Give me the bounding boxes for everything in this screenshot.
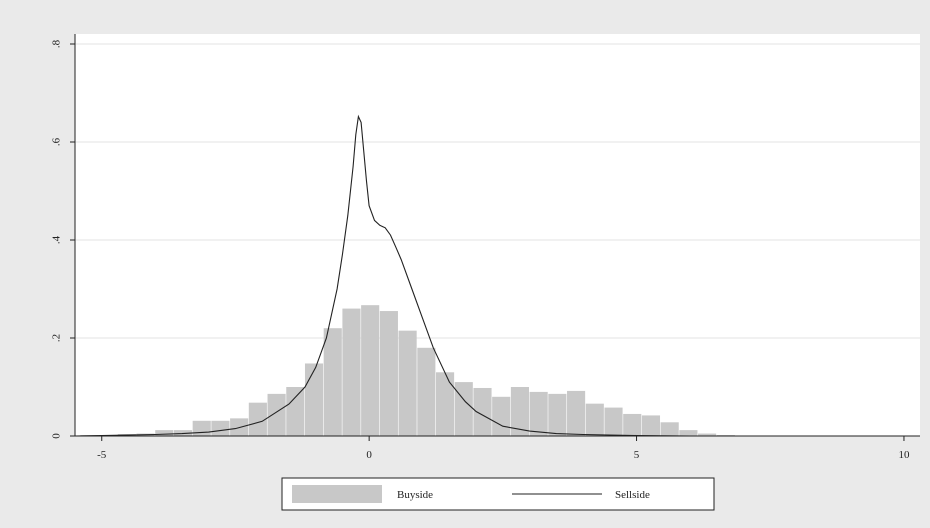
x-tick-label: 0 xyxy=(366,449,372,461)
histogram-bar xyxy=(342,308,361,436)
histogram-bar xyxy=(304,363,324,436)
histogram-bar xyxy=(641,415,661,436)
histogram-bar xyxy=(398,330,417,436)
histogram-bar xyxy=(454,382,473,436)
y-tick-label: .2 xyxy=(51,334,63,342)
histogram-bar xyxy=(604,407,623,436)
x-axis-ticks: -5 0 5 10 xyxy=(97,436,910,461)
histogram-bar xyxy=(623,413,642,436)
histogram-bar xyxy=(379,311,398,436)
histogram-bar xyxy=(529,391,548,436)
histogram-bar xyxy=(660,422,679,436)
histogram-bar xyxy=(567,390,586,436)
y-tick-label: .4 xyxy=(51,235,63,244)
histogram-bar xyxy=(585,403,604,436)
x-tick-label: 5 xyxy=(634,449,640,461)
histogram-bar xyxy=(679,430,698,436)
histogram-bar xyxy=(211,420,230,436)
histogram-bar xyxy=(192,420,211,436)
y-tick-label: 0 xyxy=(51,433,63,439)
histogram-bar xyxy=(286,387,305,436)
histogram-bar xyxy=(248,402,267,436)
legend-swatch-buyside xyxy=(292,485,382,503)
legend: Buyside Sellside xyxy=(281,477,715,511)
y-tick-label: .8 xyxy=(51,39,63,48)
histogram-bar xyxy=(435,372,455,436)
histogram-bar xyxy=(155,430,174,436)
histogram-bar xyxy=(323,328,342,436)
x-tick-label: 10 xyxy=(898,449,910,461)
histogram-bar xyxy=(698,433,717,436)
histogram-bar xyxy=(492,396,511,436)
gridlines xyxy=(75,43,920,339)
histogram-bar xyxy=(510,387,529,436)
histogram-bar xyxy=(267,393,286,436)
sellside-line xyxy=(74,114,691,437)
x-tick-label: -5 xyxy=(97,449,107,461)
histogram-bar xyxy=(417,347,436,436)
plot-area xyxy=(75,34,920,436)
y-axis-ticks: 0 .2 .4 .6 .8 xyxy=(51,39,75,439)
histogram-bar xyxy=(548,393,567,436)
legend-label-sellside: Sellside xyxy=(615,489,650,501)
y-tick-label: .6 xyxy=(51,137,63,146)
legend-label-buyside: Buyside xyxy=(397,489,433,501)
histogram-bar xyxy=(361,305,380,436)
histogram-bar xyxy=(473,387,492,436)
